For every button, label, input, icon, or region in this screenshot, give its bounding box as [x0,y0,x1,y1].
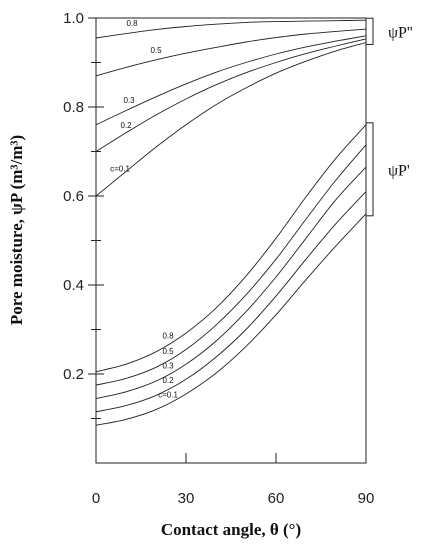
series-line [95,19,367,39]
x-axis-title: Contact angle, θ (°) [161,520,301,539]
plot-frame [95,17,367,464]
series-label: 0.3 [123,96,135,105]
series-line [95,166,367,399]
x-tick-label: 60 [268,490,285,507]
series-line [95,124,367,373]
group-bracket [365,17,374,45]
series-label: 0.5 [162,347,174,356]
y-tick-label: 0.8 [63,99,84,116]
series-line [95,191,367,413]
x-tick-label: 0 [92,490,100,507]
series-line [95,213,367,426]
x-tick-label: 30 [178,490,195,507]
y-tick-label: 0.6 [63,188,84,205]
series-line [95,38,367,152]
series-line [95,35,367,126]
series-label: c=0.1 [158,390,178,399]
group-label: ψP' [388,162,410,179]
y-tick-label: 1.0 [63,10,84,27]
y-tick-label: 0.4 [63,277,84,294]
series-label: 0.5 [150,46,162,55]
group-bracket [365,122,374,217]
series-label: 0.3 [162,361,174,370]
series-line [95,144,367,386]
series-label: 0.2 [120,121,132,130]
x-tick-label: 90 [358,490,375,507]
y-axis-title: Pore moisture, ψP (m³/m³) [7,135,26,325]
series-label: 0.8 [162,331,174,340]
series-label: c=0.1 [110,164,130,173]
group-label: ψP'' [388,24,413,41]
series-line [95,28,367,77]
series-label: 0.8 [126,19,138,28]
y-tick-label: 0.2 [63,366,84,383]
series-line [95,42,367,197]
series-label: 0.2 [162,376,174,385]
